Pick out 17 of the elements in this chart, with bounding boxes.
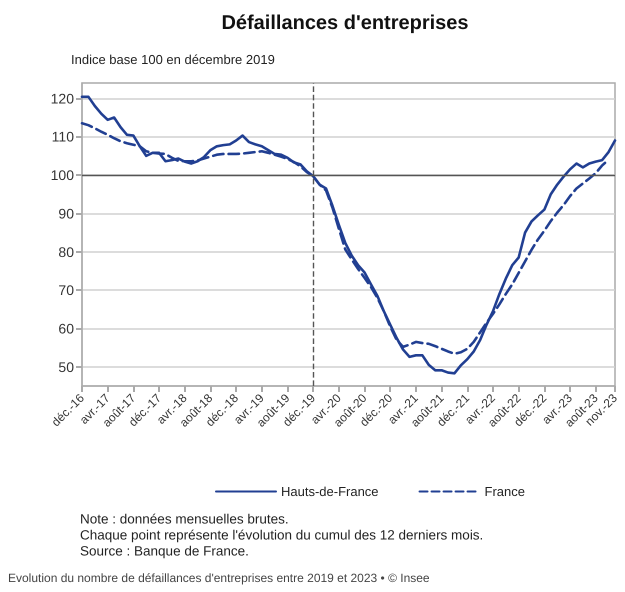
y-tick-label: 50 xyxy=(58,358,74,375)
text: Note : données mensuelles brutes. xyxy=(80,512,289,526)
line-series xyxy=(80,96,616,375)
text: Evolution du nombre de défaillances d'entreprises entre 2019 et 2023 • © Insee xyxy=(8,571,430,585)
legend-label: Hauts-de-France xyxy=(281,484,379,499)
source-note: Source : Banque de France. xyxy=(80,544,249,558)
legend-label: France xyxy=(484,484,526,499)
y-tick-label: 120 xyxy=(50,90,74,106)
y-tick-label: 90 xyxy=(58,205,74,222)
y-tick-label: 100 xyxy=(50,167,74,184)
chart-subtitle: Indice base 100 en décembre 2019 xyxy=(71,52,275,67)
chart-title: Défaillances d'entreprises xyxy=(221,12,469,34)
y-tick-label: 110 xyxy=(52,128,74,145)
y-tick-label: 70 xyxy=(58,282,74,298)
y-tick-label: 80 xyxy=(58,244,74,260)
y-tick-label: 60 xyxy=(58,320,74,336)
text: Chaque point représente l'évolution du cumul des 12 derniers mois. xyxy=(80,528,484,542)
